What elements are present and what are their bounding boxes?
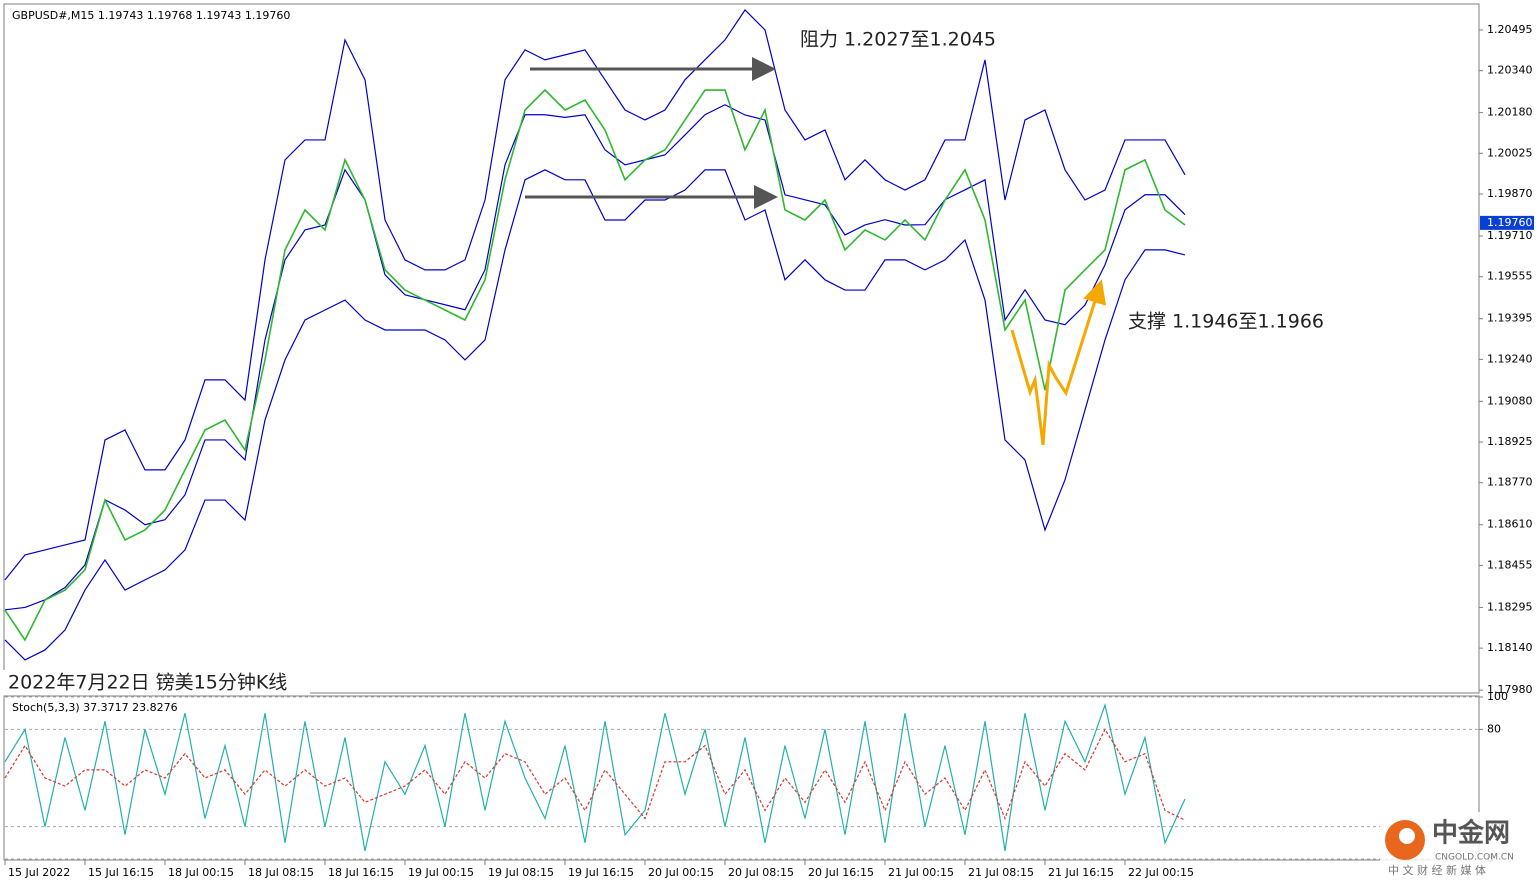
y-tick-label: 1.20180	[1487, 106, 1533, 119]
stoch-title: Stoch(5,3,3) 37.3717 23.8276	[12, 701, 178, 714]
y-tick-label: 1.18455	[1487, 558, 1533, 571]
x-tick-label: 18 Jul 08:15	[248, 866, 314, 879]
brand: 中金网	[1432, 818, 1510, 849]
y-tick-label: 1.18610	[1487, 518, 1533, 531]
series-line	[4, 702, 1186, 852]
logo-inner	[1399, 828, 1415, 844]
stoch-frame	[3, 695, 1480, 861]
label-bg	[0, 670, 310, 694]
slogan: 中 文 财 经 新 媒 体	[1388, 863, 1486, 877]
y-tick-label: 1.18925	[1487, 435, 1533, 448]
x-tick-label: 21 Jul 00:15	[888, 866, 954, 879]
x-tick-label: 20 Jul 16:15	[808, 866, 874, 879]
y-tick-label: 1.19240	[1487, 352, 1533, 365]
series-line	[4, 104, 1186, 611]
x-tick-label: 21 Jul 08:15	[968, 866, 1034, 879]
series-line	[4, 169, 1186, 661]
x-tick-label: 21 Jul 16:15	[1048, 866, 1114, 879]
chart-title: GBPUSD#,M15 1.19743 1.19768 1.19743 1.19…	[12, 9, 290, 22]
site: CNGOLD.COM.CN	[1435, 853, 1514, 863]
x-tick-label: 19 Jul 16:15	[568, 866, 634, 879]
y-tick-label: 1.19395	[1487, 312, 1533, 325]
watermark: 中金网 CNGOLD.COM.CN 中 文 财 经 新 媒 体	[1380, 812, 1540, 877]
annotation: 2022年7月22日 镑美15分钟K线	[8, 672, 287, 694]
x-tick-label: 22 Jul 00:15	[1128, 866, 1194, 879]
y-tick-label: 1.20025	[1487, 146, 1533, 159]
y-tick-label: 1.19710	[1487, 229, 1533, 242]
y-tick-label: 1.20495	[1487, 23, 1533, 36]
series-line	[4, 88, 1186, 642]
y-tick-label: 1.17980	[1487, 683, 1533, 696]
x-tick-label: 18 Jul 16:15	[328, 866, 394, 879]
x-tick-label: 19 Jul 00:15	[408, 866, 474, 879]
y-tick-label: 1.19555	[1487, 270, 1533, 283]
main-frame	[3, 3, 1480, 694]
x-tick-label: 15 Jul 16:15	[88, 866, 154, 879]
y-tick-label: 1.18295	[1487, 600, 1533, 613]
y-tick-label: 1.19870	[1487, 187, 1533, 200]
x-tick-label: 20 Jul 08:15	[728, 866, 794, 879]
y-tick-label: 1.18770	[1487, 476, 1533, 489]
series-line	[4, 9, 1186, 581]
y-tick-label: 100	[1487, 690, 1508, 703]
x-tick-label: 18 Jul 00:15	[168, 866, 234, 879]
y-tick-label: 1.18140	[1487, 641, 1533, 654]
series-line	[4, 728, 1186, 821]
y-tick-label: 1.19080	[1487, 394, 1533, 407]
x-tick-label: 15 Jul 2022	[8, 866, 70, 879]
price-tag-label: 1.19760	[1487, 216, 1533, 229]
x-tick-label: 20 Jul 00:15	[648, 866, 714, 879]
annotation: 阻力 1.2027至1.2045	[800, 29, 996, 51]
price-tag	[1480, 215, 1534, 230]
y-tick-label: 1.20340	[1487, 64, 1533, 77]
annotation: 支撑 1.1946至1.1966	[1128, 311, 1324, 333]
x-tick-label: 19 Jul 08:15	[488, 866, 554, 879]
y-tick-label: 80	[1487, 722, 1501, 735]
pattern-zigzag	[1010, 279, 1107, 446]
